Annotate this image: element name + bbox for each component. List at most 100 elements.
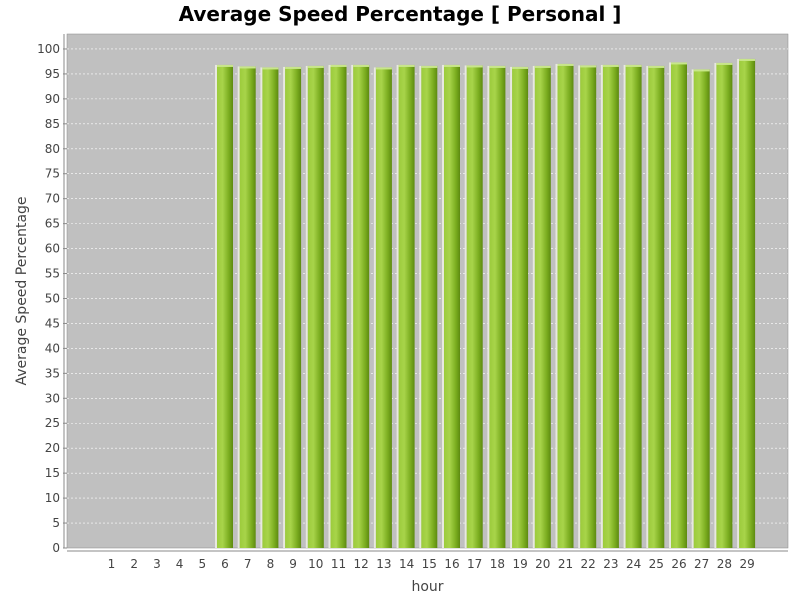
- x-tick-label: 21: [558, 557, 573, 571]
- x-tick-label: 15: [422, 557, 437, 571]
- bar-highlight: [714, 62, 717, 548]
- bar-highlight: [396, 64, 399, 548]
- bar-top: [375, 67, 392, 70]
- bar: [444, 64, 460, 548]
- bar-highlight: [555, 63, 558, 549]
- bar-top: [648, 65, 665, 68]
- y-tick-label: 35: [45, 366, 60, 380]
- axes: [63, 34, 788, 552]
- bar: [375, 67, 392, 549]
- bar-highlight: [646, 65, 649, 548]
- bar: [693, 69, 710, 549]
- y-tick-labels: 0 5 10 15 20 25 30 35 40 45 50 55 60 65 70 75 80 85 90 95 10…: [37, 42, 60, 555]
- bar-highlight: [669, 62, 671, 548]
- bar-highlight: [600, 64, 603, 548]
- bar: [557, 63, 574, 549]
- bar-highlight: [237, 66, 240, 548]
- bar: [671, 62, 687, 548]
- bar-top: [716, 62, 733, 65]
- y-tick-label: 10: [45, 491, 60, 505]
- x-tick-label: 23: [603, 557, 618, 571]
- bar-top: [353, 64, 370, 67]
- bar-top: [444, 64, 460, 67]
- x-tick-label: 12: [354, 557, 369, 571]
- bar-top: [512, 66, 529, 69]
- bar-top: [307, 65, 324, 68]
- x-tick-label: 26: [671, 557, 686, 571]
- bar: [239, 66, 256, 548]
- bar-top: [330, 64, 347, 67]
- bar-highlight: [351, 64, 354, 548]
- x-tick-label: 18: [490, 557, 505, 571]
- y-tick-label: 80: [45, 142, 60, 156]
- x-tick-label: 29: [739, 557, 754, 571]
- y-tick-label: 65: [45, 217, 60, 231]
- bars: [215, 58, 756, 549]
- x-tick-label: 17: [467, 557, 482, 571]
- y-tick-label: 45: [45, 316, 60, 330]
- bar-highlight: [510, 66, 513, 549]
- x-tick-label: 6: [221, 557, 229, 571]
- bar: [398, 64, 415, 548]
- x-tick-labels: 1 2 3 4 5 6 7 8 9 10 11 12 13 14 15 16 17 18 19 20 21 22 23 24 2…: [108, 557, 755, 571]
- bar-highlight: [464, 65, 467, 548]
- bar-top: [466, 65, 483, 68]
- bar: [580, 65, 597, 548]
- bar-highlight: [419, 65, 422, 548]
- x-tick-label: 22: [581, 557, 596, 571]
- bar: [353, 64, 370, 548]
- y-tick-label: 60: [45, 242, 60, 256]
- y-tick-label: 75: [45, 167, 60, 181]
- bar: [648, 65, 665, 548]
- bar-highlight: [283, 66, 286, 549]
- bar-top: [534, 65, 551, 68]
- bar-top: [580, 65, 597, 68]
- x-tick-label: 13: [376, 557, 391, 571]
- x-tick-label: 5: [198, 557, 206, 571]
- y-tick-label: 0: [52, 541, 60, 555]
- y-tick-label: 55: [45, 267, 60, 281]
- y-tick-label: 30: [45, 391, 60, 405]
- bar-highlight: [373, 67, 376, 549]
- bar-top: [398, 64, 415, 67]
- bar-top: [671, 62, 687, 65]
- x-tick-label: 7: [244, 557, 252, 571]
- x-tick-label: 11: [331, 557, 346, 571]
- y-tick-label: 100: [37, 42, 60, 56]
- bar-highlight: [532, 65, 535, 548]
- bar: [625, 64, 642, 548]
- bar-top: [693, 69, 710, 72]
- bar: [512, 66, 529, 549]
- chart-title: Average Speed Percentage [ Personal ]: [178, 2, 622, 26]
- bar-highlight: [623, 64, 626, 548]
- x-tick-label: 10: [308, 557, 323, 571]
- y-tick-label: 95: [45, 67, 60, 81]
- x-tick-label: 4: [176, 557, 184, 571]
- bar-highlight: [260, 67, 263, 549]
- x-axis-label: hour: [411, 579, 443, 595]
- y-tick-label: 25: [45, 416, 60, 430]
- y-tick-label: 50: [45, 291, 60, 305]
- bar-highlight: [328, 64, 331, 548]
- x-tick-label: 3: [153, 557, 161, 571]
- y-tick-label: 5: [52, 516, 60, 530]
- x-tick-label: 20: [535, 557, 550, 571]
- x-tick-label: 25: [649, 557, 664, 571]
- bar-top: [285, 66, 302, 69]
- x-tick-label: 24: [626, 557, 641, 571]
- bar-top: [262, 67, 279, 70]
- x-tick-label: 16: [444, 557, 459, 571]
- bar-top: [217, 64, 233, 67]
- bar-top: [739, 58, 756, 61]
- x-tick-label: 19: [512, 557, 527, 571]
- bar: [466, 65, 483, 548]
- bar-top: [602, 64, 619, 67]
- x-tick-label: 27: [694, 557, 709, 571]
- x-tick-label: 9: [289, 557, 297, 571]
- y-tick-label: 20: [45, 441, 60, 455]
- bar: [262, 67, 279, 549]
- bar-highlight: [737, 58, 740, 549]
- y-tick-label: 85: [45, 117, 60, 131]
- bar: [739, 58, 756, 549]
- y-axis-label: Average Speed Percentage: [14, 196, 30, 385]
